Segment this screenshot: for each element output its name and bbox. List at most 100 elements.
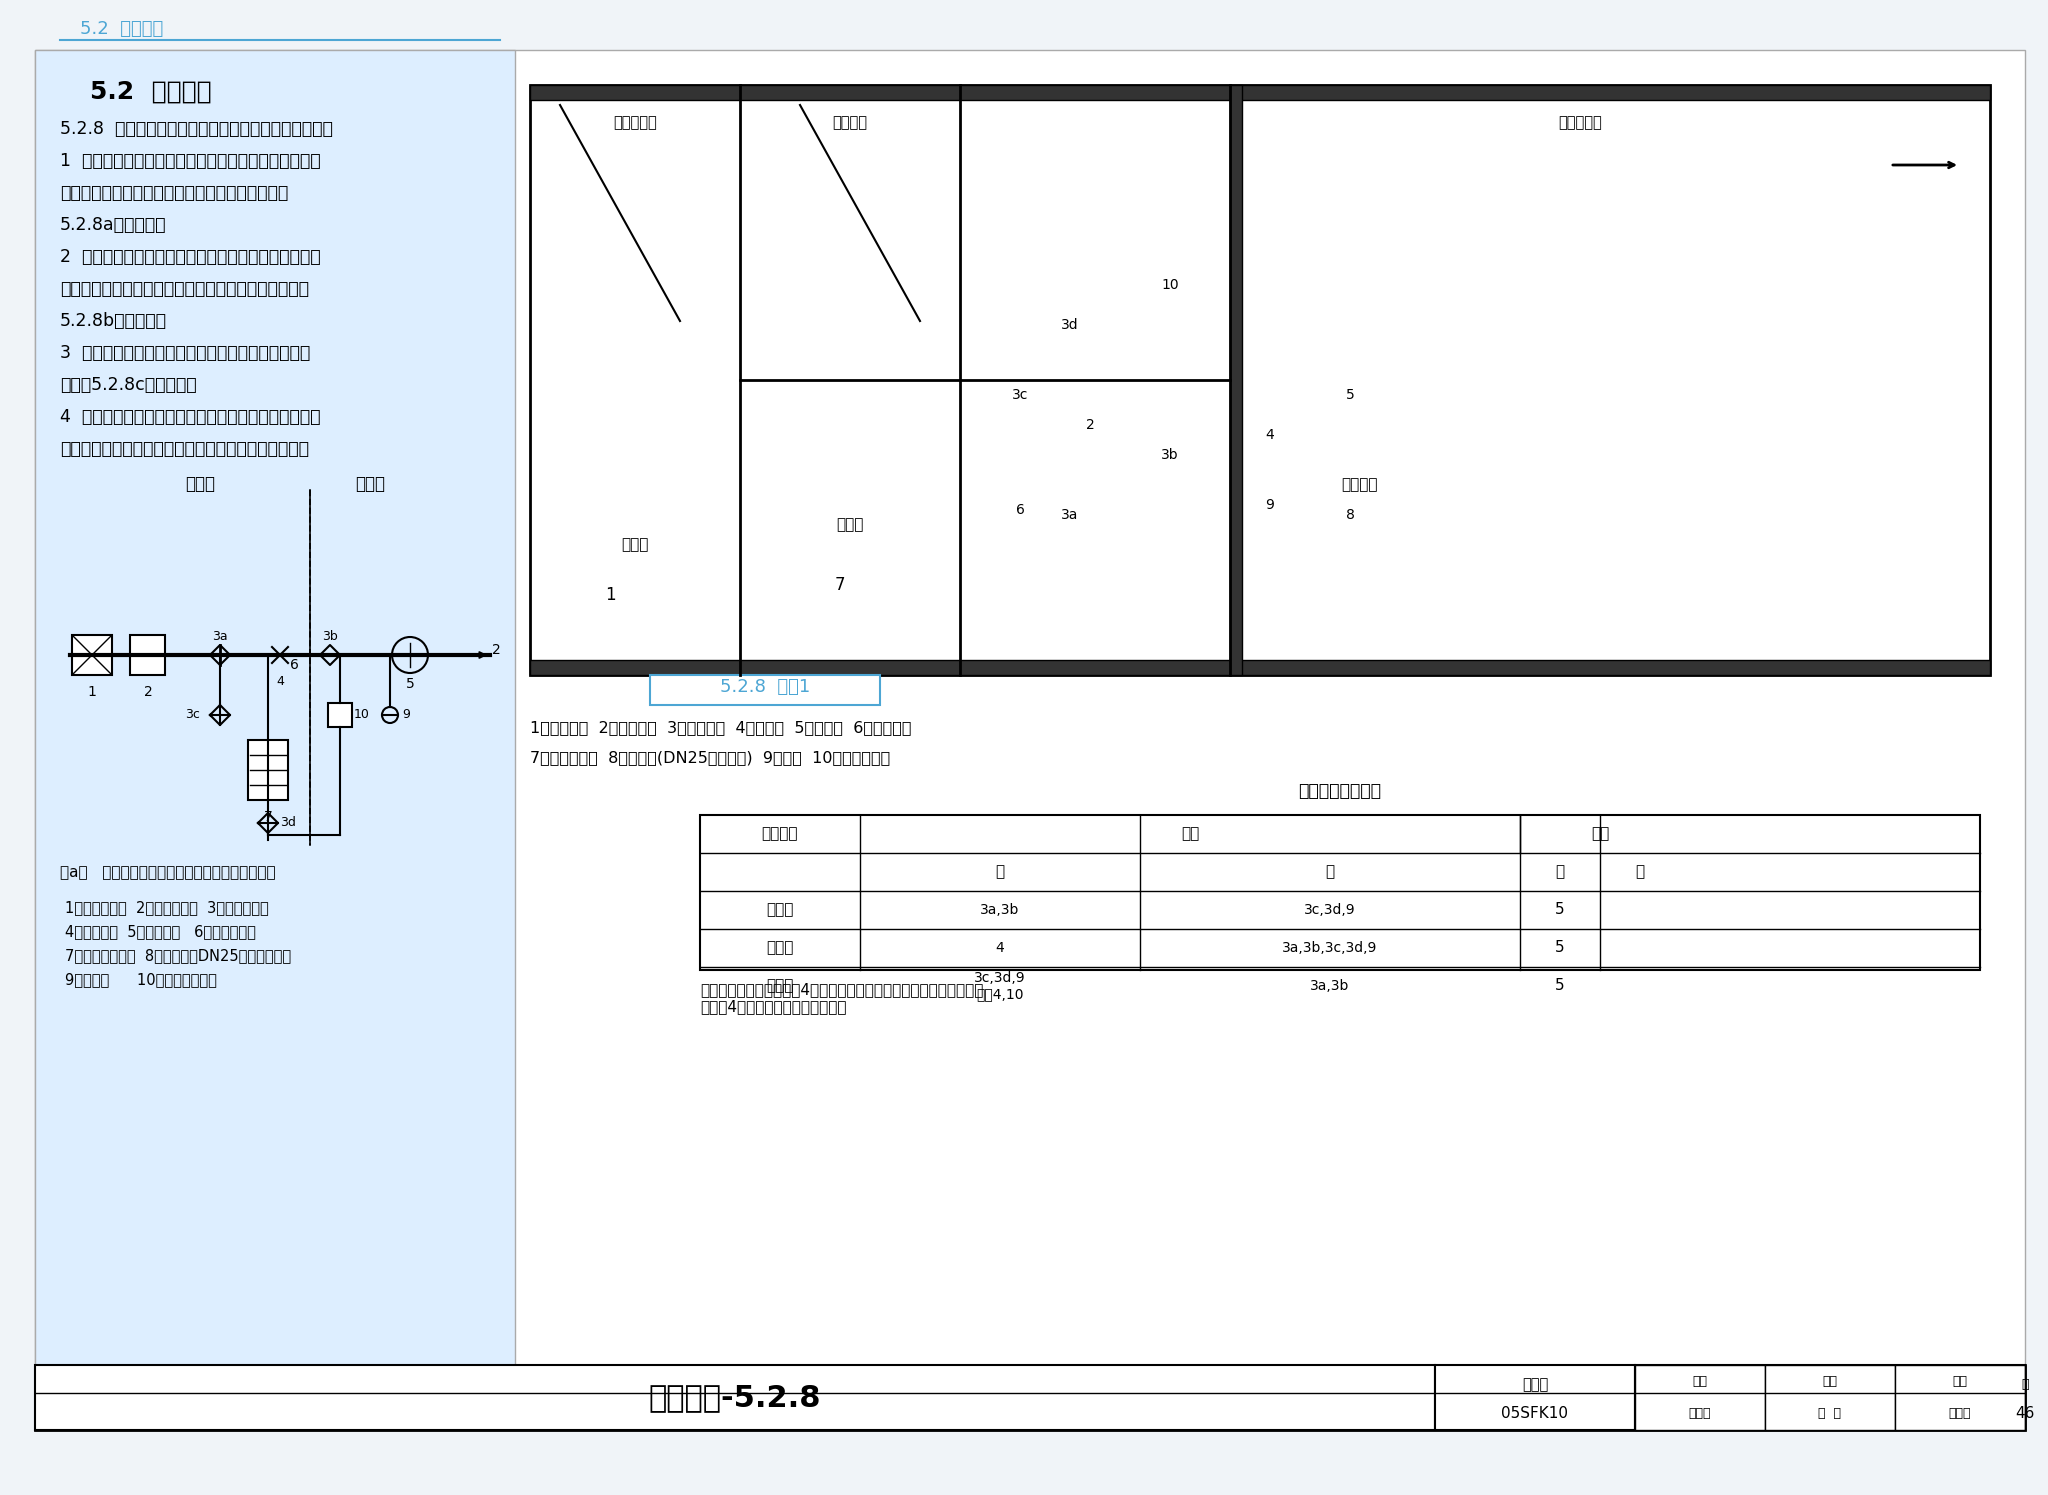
Bar	[1436, 1365, 1634, 1431]
Text: 校对: 校对	[1823, 1375, 1837, 1387]
Text: 关: 关	[1636, 864, 1645, 879]
Text: 1: 1	[604, 586, 614, 604]
Text: 兑  勇: 兑 勇	[1819, 1407, 1841, 1420]
Text: 4－插板阀；  5－通风机；   6－换气堵头；: 4－插板阀； 5－通风机； 6－换气堵头；	[66, 924, 256, 939]
Text: 防毒通道: 防毒通道	[831, 115, 868, 130]
Text: 7－过滤吸收器  8－增压管(DN25热镀锌管)  9－球阀  10－风量调节阀: 7－过滤吸收器 8－增压管(DN25热镀锌管) 9－球阀 10－风量调节阀	[530, 750, 891, 765]
Bar	[700, 815, 1980, 970]
Text: 5.2  防护通风: 5.2 防护通风	[80, 19, 164, 37]
Text: 9: 9	[1266, 498, 1274, 511]
Text: 室内清洁区: 室内清洁区	[1559, 115, 1602, 130]
Text: 4  滤毒通风进风管路上选用的通风设备，必须确保滤毒: 4 滤毒通风进风管路上选用的通风设备，必须确保滤毒	[59, 408, 319, 426]
Bar	[35, 49, 514, 1431]
Bar	[1894, 1365, 2025, 1431]
Text: 2: 2	[1085, 419, 1094, 432]
Text: 2: 2	[492, 643, 502, 656]
Text: 05SFK10: 05SFK10	[1501, 1407, 1569, 1422]
Text: 原理图5.2.8c进行设计；: 原理图5.2.8c进行设计；	[59, 377, 197, 395]
Text: 6: 6	[291, 658, 299, 671]
Text: 4: 4	[995, 940, 1004, 955]
Text: 7: 7	[264, 810, 272, 824]
Bar	[129, 635, 166, 676]
Text: 审核: 审核	[1692, 1375, 1708, 1387]
Text: 1  设有清洁、滤毒、隔绝三种防护通风方式，且清洁进: 1 设有清洁、滤毒、隔绝三种防护通风方式，且清洁进	[59, 152, 322, 170]
Text: 3d: 3d	[1061, 318, 1079, 332]
Text: 2  设有清洁、滤毒、隔绝三种防护通风方式，且清洁进: 2 设有清洁、滤毒、隔绝三种防护通风方式，且清洁进	[59, 248, 322, 266]
Text: 7－过滤吸收器；  8－增压管（DN25热镀锌管）；: 7－过滤吸收器； 8－增压管（DN25热镀锌管）；	[66, 948, 291, 963]
Text: 5.2.8  图示1: 5.2.8 图示1	[721, 679, 811, 697]
Text: 5: 5	[1554, 940, 1565, 955]
Bar	[328, 703, 352, 727]
Text: 染毒区: 染毒区	[184, 475, 215, 493]
Bar	[1231, 85, 1241, 676]
Text: 滤毒室: 滤毒室	[836, 517, 864, 532]
Bar	[248, 740, 289, 800]
Text: 1: 1	[88, 685, 96, 700]
Text: 阀门: 阀门	[1182, 827, 1200, 842]
Text: 阀门、风机控制表: 阀门、风机控制表	[1298, 782, 1382, 800]
Bar	[530, 85, 1991, 676]
Text: 5: 5	[1346, 389, 1354, 402]
Text: 1－消波设施；  2－粗过滤器；  3－密闭阀门；: 1－消波设施； 2－粗过滤器； 3－密闭阀门；	[66, 900, 268, 915]
Text: 马吉民: 马吉民	[1950, 1407, 1972, 1420]
Text: 风、滤毒进风分别设置进风机时，进风系统应按原理图: 风、滤毒进风分别设置进风机时，进风系统应按原理图	[59, 280, 309, 298]
Text: 5.2.8a进行设计；: 5.2.8a进行设计；	[59, 215, 166, 235]
Text: 4: 4	[1266, 428, 1274, 443]
Text: 7: 7	[836, 576, 846, 594]
Bar	[1634, 1365, 2025, 1431]
Text: 8: 8	[1346, 508, 1354, 522]
Text: 10: 10	[1161, 278, 1180, 292]
Text: 风机: 风机	[1591, 827, 1610, 842]
Text: 注：粗过滤器个数不超过4个时，可采用管式安装或立式加固安装；个
数超过4个时应采用立式加固安装。: 注：粗过滤器个数不超过4个时，可采用管式安装或立式加固安装；个 数超过4个时应采…	[700, 982, 983, 1015]
Bar	[72, 635, 113, 676]
Text: 3c: 3c	[1012, 389, 1028, 402]
Text: 5: 5	[406, 677, 414, 691]
Text: 滤毒式: 滤毒式	[766, 979, 795, 994]
Text: 9: 9	[401, 709, 410, 722]
Text: 关: 关	[1325, 864, 1335, 879]
Text: 3d: 3d	[281, 816, 295, 830]
Text: 3a,3b: 3a,3b	[981, 903, 1020, 916]
Text: 图集号: 图集号	[1522, 1377, 1548, 1392]
Text: 9－球阀；      10－风量调节阀；: 9－球阀； 10－风量调节阀；	[66, 972, 217, 987]
Text: 3a: 3a	[1061, 508, 1079, 522]
Text: 出入口通道: 出入口通道	[612, 115, 657, 130]
Text: 风、滤毒进风合用进风机时，进风系统应按原理图: 风、滤毒进风合用进风机时，进风系统应按原理图	[59, 184, 289, 202]
Text: 3b: 3b	[1161, 448, 1180, 462]
Text: 6: 6	[1016, 502, 1024, 517]
Text: 进风量不超过该管路上设置的过滤吸收器的额定风量。: 进风量不超过该管路上设置的过滤吸收器的额定风量。	[59, 440, 309, 457]
Text: 3a,3b: 3a,3b	[1311, 979, 1350, 993]
Text: 5: 5	[1554, 979, 1565, 994]
Text: 3c,3d,9
调节4,10: 3c,3d,9 调节4,10	[975, 970, 1026, 1002]
Text: 进风机室: 进风机室	[1341, 477, 1378, 492]
Text: 3c: 3c	[184, 709, 201, 722]
Text: （a）   清洁通风与滤毒通风合用通风机的进风系统: （a） 清洁通风与滤毒通风合用通风机的进风系统	[59, 866, 276, 881]
Text: 通风方式: 通风方式	[762, 827, 799, 842]
Text: 清洁式: 清洁式	[766, 903, 795, 918]
Text: 1－消波设施  2－粗过滤器  3－密闭阀门  4－插板阀  5－通风机  6－换气堵头: 1－消波设施 2－粗过滤器 3－密闭阀门 4－插板阀 5－通风机 6－换气堵头	[530, 721, 911, 736]
Text: 开: 开	[995, 864, 1006, 879]
Bar	[530, 85, 1991, 100]
Bar	[1634, 1365, 1765, 1431]
Text: 耿世彬: 耿世彬	[1690, 1407, 1712, 1420]
Text: 3b: 3b	[322, 629, 338, 643]
Text: 隔绝式: 隔绝式	[766, 940, 795, 955]
Text: 46: 46	[2015, 1407, 2034, 1422]
Text: 3a,3b,3c,3d,9: 3a,3b,3c,3d,9	[1282, 940, 1378, 955]
Text: 清洁区: 清洁区	[354, 475, 385, 493]
Bar	[35, 1365, 1436, 1431]
Text: 防护通风-5.2.8: 防护通风-5.2.8	[649, 1383, 821, 1411]
Text: 3a: 3a	[213, 629, 227, 643]
Text: 5: 5	[1554, 903, 1565, 918]
Text: 4: 4	[276, 676, 285, 688]
Text: 10: 10	[354, 709, 371, 722]
Bar	[1765, 1365, 1894, 1431]
Text: 设计: 设计	[1952, 1375, 1968, 1387]
Text: 页: 页	[2021, 1378, 2030, 1390]
Text: 2: 2	[143, 685, 152, 700]
Text: 3  设有清洁、隔绝两种防护通风方式，进风系统应按: 3 设有清洁、隔绝两种防护通风方式，进风系统应按	[59, 344, 309, 362]
Text: 3c,3d,9: 3c,3d,9	[1305, 903, 1356, 916]
Text: 5.2.8b进行设计；: 5.2.8b进行设计；	[59, 312, 168, 330]
Bar	[649, 676, 881, 706]
Text: 开: 开	[1554, 864, 1565, 879]
